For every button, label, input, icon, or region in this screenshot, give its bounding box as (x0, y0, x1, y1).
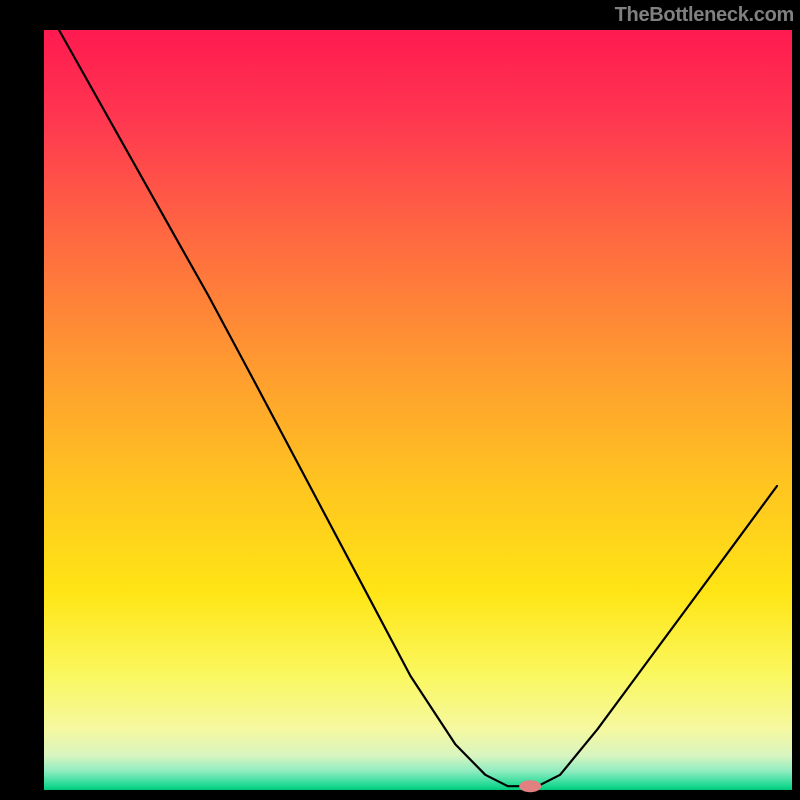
optimal-marker (519, 780, 541, 792)
watermark-text: TheBottleneck.com (615, 4, 794, 27)
bottleneck-chart (0, 0, 800, 800)
chart-gradient-background (44, 30, 792, 790)
chart-container: TheBottleneck.com (0, 0, 800, 800)
